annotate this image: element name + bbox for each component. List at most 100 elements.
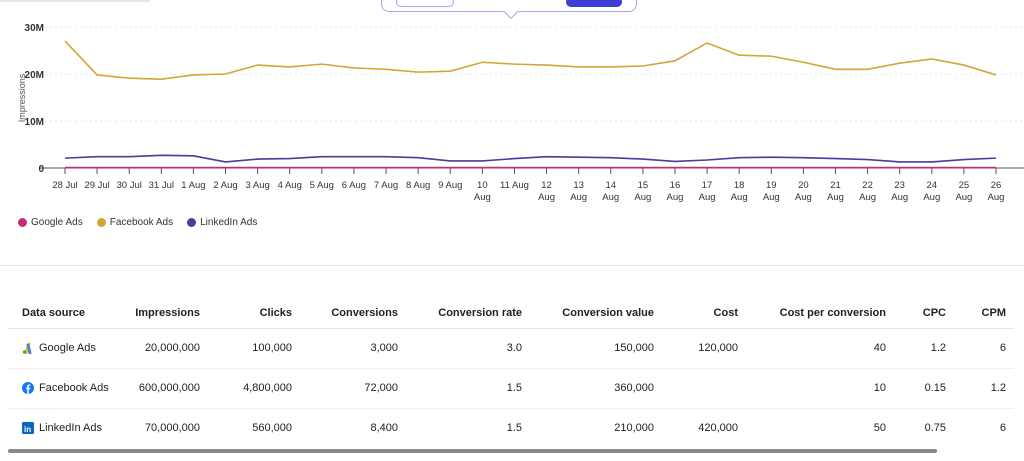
popover-primary-button[interactable] bbox=[566, 0, 622, 7]
popover-secondary-button[interactable] bbox=[396, 0, 454, 7]
google-ads-icon bbox=[22, 342, 34, 355]
x-tick-label: 18 bbox=[734, 180, 745, 191]
x-tick-label: Aug bbox=[955, 192, 972, 203]
table-cell: 70,000,000 bbox=[120, 408, 208, 443]
legend-item-linkedin[interactable]: LinkedIn Ads bbox=[187, 217, 257, 228]
x-tick-label: Aug bbox=[763, 192, 780, 203]
x-tick-label: 4 Aug bbox=[278, 180, 302, 191]
y-tick-label: 30M bbox=[25, 23, 44, 34]
data-source-name: LinkedIn Ads bbox=[39, 422, 102, 434]
legend-item-facebook[interactable]: Facebook Ads bbox=[96, 217, 174, 228]
x-tick-label: 26 bbox=[991, 180, 1002, 191]
table-row[interactable]: Google Ads 20,000,000 100,000 3,000 3.0 150,0… bbox=[8, 328, 1014, 369]
data-source-name: Google Ads bbox=[39, 342, 96, 354]
y-axis-label: Impressions bbox=[17, 73, 27, 122]
x-tick-label: Aug bbox=[474, 192, 491, 203]
table-cell: 1.5 bbox=[406, 368, 530, 409]
table-cell: 6 bbox=[954, 328, 1014, 369]
x-tick-label: Aug bbox=[731, 192, 748, 203]
linkedin-icon: in bbox=[22, 422, 34, 434]
x-tick-label: Aug bbox=[859, 192, 876, 203]
legend-label: LinkedIn Ads bbox=[200, 217, 258, 228]
table-cell: 100,000 bbox=[208, 328, 300, 369]
x-tick-label: 12 bbox=[541, 180, 552, 191]
table-row[interactable]: Facebook Ads 600,000,000 4,800,000 72,000 1.… bbox=[8, 368, 1014, 409]
data-table: Data source Impressions Clicks Conversions C… bbox=[8, 298, 1014, 443]
data-source-cell: in LinkedIn Ads bbox=[8, 408, 120, 443]
data-source-name: Facebook Ads bbox=[39, 382, 109, 394]
table-cell: 560,000 bbox=[208, 408, 300, 443]
table-cell: 1.5 bbox=[406, 408, 530, 443]
legend-item-google[interactable]: Google Ads bbox=[18, 217, 83, 228]
x-tick-label: Aug bbox=[827, 192, 844, 203]
impressions-line-chart: 0 10M 20M 30M Impressions 28 Jul 29 Jul 30 Jul 3… bbox=[17, 23, 1024, 203]
column-header[interactable]: Cost per conversion bbox=[746, 298, 894, 329]
table-cell: 3.0 bbox=[406, 328, 530, 369]
section-divider bbox=[0, 265, 1024, 266]
x-tick-label: 17 bbox=[702, 180, 713, 191]
column-header[interactable]: Cost bbox=[662, 298, 746, 329]
horizontal-scrollbar[interactable] bbox=[8, 449, 937, 453]
x-tick-label: 29 Jul bbox=[84, 180, 109, 191]
table-cell: 1.2 bbox=[894, 328, 954, 369]
x-tick-label: Aug bbox=[538, 192, 555, 203]
y-tick-label: 0 bbox=[38, 164, 44, 175]
series-line-facebook-ads bbox=[64, 40, 997, 80]
legend-dot bbox=[18, 218, 27, 227]
x-tick-label: Aug bbox=[699, 192, 716, 203]
x-tick-label: 13 bbox=[573, 180, 584, 191]
x-tick-label: Aug bbox=[570, 192, 587, 203]
x-tick-label: 7 Aug bbox=[374, 180, 398, 191]
x-tick-label: 19 bbox=[766, 180, 777, 191]
data-source-cell: Google Ads bbox=[8, 328, 120, 369]
x-tick-label: 8 Aug bbox=[406, 180, 430, 191]
column-header[interactable]: Data source bbox=[8, 298, 120, 329]
x-tick-label: 28 Jul bbox=[52, 180, 77, 191]
x-tick-label: 21 bbox=[830, 180, 841, 191]
table-cell: 420,000 bbox=[662, 408, 746, 443]
x-tick-label: 31 Jul bbox=[149, 180, 174, 191]
column-header[interactable]: Conversion rate bbox=[406, 298, 530, 329]
svg-text:in: in bbox=[24, 425, 31, 434]
table-cell: 210,000 bbox=[530, 408, 662, 443]
chart-legend: Google Ads Facebook Ads LinkedIn Ads bbox=[18, 217, 257, 228]
table-cell: 0.75 bbox=[894, 408, 954, 443]
column-header[interactable]: Impressions bbox=[120, 298, 208, 329]
legend-label: Facebook Ads bbox=[109, 217, 174, 228]
y-tick-label: 10M bbox=[25, 117, 44, 128]
table-cell: 50 bbox=[746, 408, 894, 443]
x-tick-label: 15 bbox=[638, 180, 649, 191]
x-tick-label: 1 Aug bbox=[181, 180, 205, 191]
data-source-cell: Facebook Ads bbox=[8, 368, 120, 409]
x-tick-label: Aug bbox=[891, 192, 908, 203]
x-tick-label: 25 bbox=[959, 180, 970, 191]
table-cell bbox=[662, 368, 746, 409]
table-cell: 10 bbox=[746, 368, 894, 409]
x-tick-label: 9 Aug bbox=[438, 180, 462, 191]
table-cell: 600,000,000 bbox=[120, 368, 208, 409]
table-cell: 4,800,000 bbox=[208, 368, 300, 409]
x-tick-label: Aug bbox=[923, 192, 940, 203]
table-cell: 120,000 bbox=[662, 328, 746, 369]
table-cell: 0.15 bbox=[894, 368, 954, 409]
column-header[interactable]: CPM bbox=[954, 298, 1014, 329]
y-tick-label: 20M bbox=[25, 70, 44, 81]
x-tick-label: Aug bbox=[634, 192, 651, 203]
x-tick-label: 5 Aug bbox=[310, 180, 334, 191]
column-header[interactable]: Conversions bbox=[300, 298, 406, 329]
x-tick-label: Aug bbox=[795, 192, 812, 203]
x-tick-label: 6 Aug bbox=[342, 180, 366, 191]
x-tick-label: 2 Aug bbox=[213, 180, 237, 191]
column-header[interactable]: CPC bbox=[894, 298, 954, 329]
table-cell: 40 bbox=[746, 328, 894, 369]
popover bbox=[381, 0, 637, 20]
table-cell: 8,400 bbox=[300, 408, 406, 443]
column-header[interactable]: Clicks bbox=[208, 298, 300, 329]
legend-dot bbox=[96, 218, 106, 227]
table-cell: 150,000 bbox=[530, 328, 662, 369]
data-table-container: Data source Impressions Clicks Conversions C… bbox=[8, 298, 1014, 443]
legend-dot bbox=[187, 218, 197, 227]
top-divider bbox=[0, 0, 150, 2]
column-header[interactable]: Conversion value bbox=[530, 298, 662, 329]
table-row[interactable]: in LinkedIn Ads 70,000,000 560,000 8,400 1.5 2… bbox=[8, 408, 1014, 443]
